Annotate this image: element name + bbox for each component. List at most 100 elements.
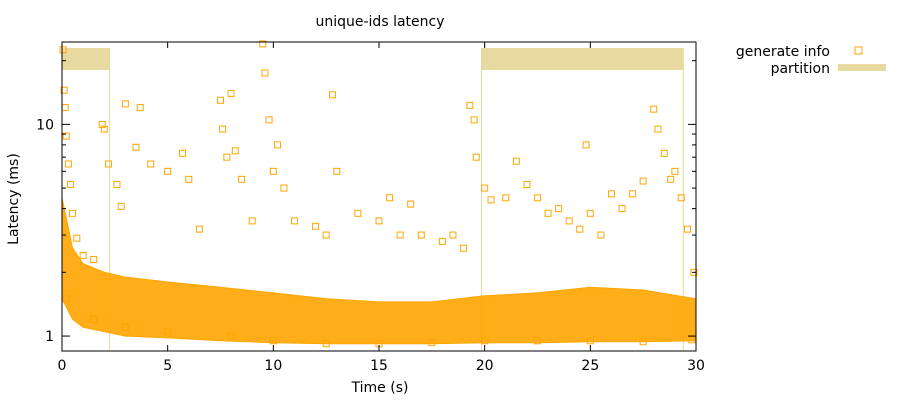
- data-point-69: [639, 177, 647, 185]
- data-point-86: [428, 339, 436, 347]
- data-point-52: [472, 153, 480, 161]
- data-point-33: [274, 141, 282, 149]
- data-point-79: [90, 315, 98, 323]
- data-point-1: [60, 86, 68, 94]
- data-point-63: [582, 141, 590, 149]
- data-point-7: [73, 234, 81, 242]
- data-point-17: [136, 104, 144, 112]
- point-density-band: [61, 197, 697, 345]
- data-point-35: [280, 184, 288, 192]
- data-point-47: [438, 237, 446, 245]
- y-axis-label: Latency (ms): [6, 153, 22, 245]
- data-point-44: [396, 231, 404, 239]
- data-point-20: [178, 149, 186, 157]
- data-point-64: [586, 209, 594, 217]
- data-point-24: [219, 125, 227, 133]
- latency-density-band: [61, 197, 697, 345]
- data-point-23: [217, 96, 224, 104]
- data-point-42: [375, 217, 383, 225]
- data-point-53: [481, 184, 489, 192]
- data-point-21: [185, 175, 193, 183]
- data-point-41: [354, 209, 362, 217]
- data-point-80: [121, 323, 129, 331]
- data-point-25: [223, 153, 231, 161]
- data-point-65: [597, 231, 605, 239]
- data-point-82: [227, 332, 235, 340]
- legend-swatch-partition: [838, 64, 886, 71]
- data-point-30: [259, 40, 267, 48]
- data-point-39: [329, 91, 337, 99]
- y-tick-label-1: 1: [45, 329, 54, 345]
- data-point-28: [238, 175, 246, 183]
- data-point-14: [117, 202, 125, 210]
- legend: generate info partition: [736, 44, 886, 77]
- data-point-58: [534, 194, 541, 202]
- data-point-73: [667, 175, 675, 183]
- data-point-57: [523, 180, 531, 188]
- data-point-76: [684, 225, 692, 233]
- data-point-66: [607, 190, 615, 198]
- data-point-70: [650, 105, 658, 113]
- data-point-78: [62, 295, 70, 303]
- data-point-49: [460, 244, 468, 252]
- x-tick-label-20: 20: [476, 358, 494, 374]
- data-point-16: [132, 143, 140, 151]
- x-tick-label-15: 15: [370, 358, 388, 374]
- data-point-18: [147, 160, 155, 168]
- data-point-27: [231, 147, 239, 155]
- data-point-61: [565, 217, 573, 225]
- data-point-15: [121, 100, 129, 108]
- data-point-90: [639, 338, 647, 346]
- y-tick-label-10: 10: [36, 117, 54, 133]
- data-point-4: [64, 160, 72, 168]
- data-point-11: [100, 125, 108, 133]
- data-point-43: [386, 194, 394, 202]
- data-point-87: [481, 337, 489, 345]
- data-point-88: [534, 337, 541, 345]
- data-point-62: [576, 225, 584, 233]
- data-point-22: [195, 225, 203, 233]
- data-point-71: [654, 125, 662, 133]
- data-point-5: [66, 180, 74, 188]
- x-axis-label: Time (s): [351, 380, 409, 396]
- data-point-19: [164, 167, 172, 175]
- data-point-56: [512, 157, 520, 165]
- data-point-60: [555, 205, 563, 213]
- data-point-84: [322, 340, 330, 348]
- data-point-77: [690, 268, 698, 276]
- data-point-36: [290, 217, 298, 225]
- data-point-9: [90, 255, 98, 263]
- data-point-38: [322, 231, 330, 239]
- data-point-2: [61, 104, 69, 112]
- data-point-13: [113, 180, 121, 188]
- data-point-10: [98, 120, 106, 128]
- data-point-26: [227, 89, 235, 97]
- partition-interval-0: [62, 48, 110, 70]
- data-point-54: [487, 196, 495, 204]
- data-point-40: [333, 167, 341, 175]
- data-point-72: [660, 149, 668, 157]
- legend-label-generate-info: generate info: [736, 44, 830, 60]
- data-point-37: [312, 222, 320, 230]
- data-point-50: [466, 101, 474, 109]
- x-tick-label-0: 0: [58, 358, 67, 374]
- data-point-6: [69, 209, 77, 217]
- data-point-89: [586, 337, 594, 345]
- data-point-0: [59, 46, 67, 54]
- data-point-74: [671, 167, 679, 175]
- data-point-68: [629, 190, 637, 198]
- data-point-48: [449, 231, 457, 239]
- data-point-46: [417, 231, 425, 239]
- data-point-32: [265, 116, 273, 124]
- data-point-55: [502, 194, 510, 202]
- partition-interval-1: [481, 48, 684, 70]
- data-point-91: [688, 336, 696, 344]
- data-point-51: [470, 116, 478, 124]
- data-point-34: [269, 167, 277, 175]
- data-point-8: [79, 252, 87, 260]
- data-point-75: [677, 194, 685, 202]
- data-point-31: [261, 69, 269, 77]
- x-tick-label-25: 25: [581, 358, 599, 374]
- x-tick-label-5: 5: [163, 358, 172, 374]
